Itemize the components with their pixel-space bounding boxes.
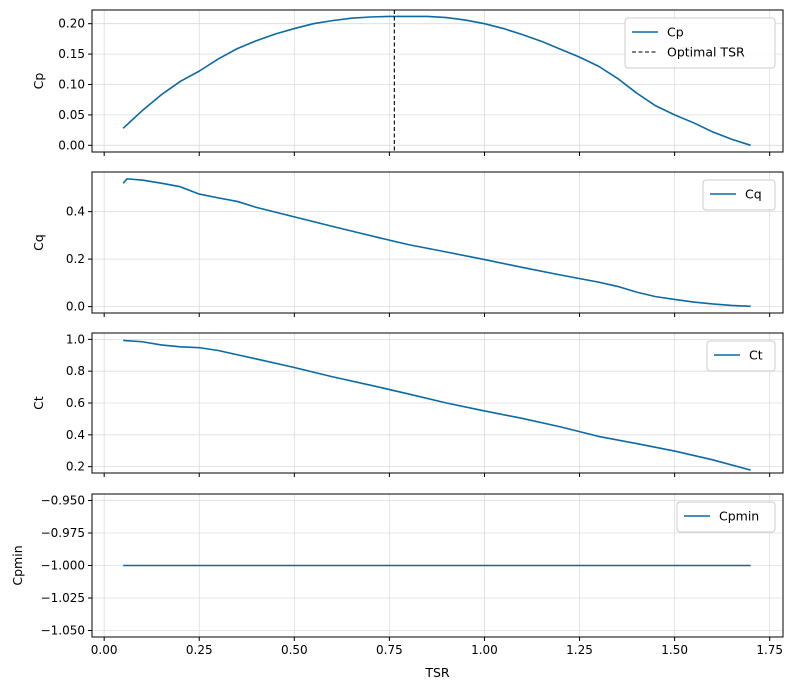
legend-box (676, 501, 776, 533)
legend-label: Cpmin (719, 509, 759, 524)
y-tick-label: 0.8 (66, 364, 85, 378)
y-tick-label: 0.4 (66, 428, 85, 442)
plot-panel-ct: 0.2 0.4 0.6 0.8 1.0 Ct Ct (31, 332, 784, 477)
plot-panel-cq: 0.0 0.2 0.4 Cq Cq (31, 171, 784, 317)
x-tick-label: 1.25 (566, 643, 593, 657)
y-tick-label: 1.0 (66, 332, 85, 346)
legend-label: Cq (745, 187, 762, 202)
x-tick-label: 1.50 (661, 643, 688, 657)
y-tick-label: −1.025 (41, 591, 85, 605)
y-axis-title: Ct (31, 396, 46, 410)
y-axis-title: Cp (31, 73, 46, 90)
legend: Cpmin (676, 501, 776, 533)
legend-box (624, 17, 776, 69)
plot-frame (91, 493, 784, 638)
x-tick-label: 0.50 (281, 643, 308, 657)
y-tick-label: 0.20 (58, 17, 85, 31)
series-line-cp (122, 15, 751, 147)
y-tick-label: 0.2 (66, 460, 85, 474)
legend: Cp Optimal TSR (624, 17, 776, 69)
y-tick-label: 0.6 (66, 396, 85, 410)
legend-box (706, 340, 776, 372)
y-tick-label: −1.050 (41, 624, 85, 638)
x-tick-label: 1.75 (756, 643, 783, 657)
y-axis-title: Cpmin (10, 545, 25, 585)
plot-frame (91, 9, 784, 153)
plot-panel-cp: 0.00 0.05 0.10 0.15 0.20 Cp Cp Optimal TSR (31, 9, 784, 156)
plot-frame (91, 171, 784, 314)
y-tick-label: 0.4 (66, 205, 85, 219)
y-tick-label: 0.10 (58, 77, 85, 91)
x-axis-title: TSR (424, 665, 450, 680)
y-tick-label: −0.950 (41, 494, 85, 508)
y-tick-label: −1.000 (41, 559, 85, 573)
x-tick-label: 1.00 (471, 643, 498, 657)
y-tick-label: 0.05 (58, 108, 85, 122)
plot-panel-cpmin: 0.00 0.25 0.50 0.75 1.00 1.25 1.50 1.75 −1.050 −1… (10, 493, 784, 680)
y-tick-label: 0.00 (58, 138, 85, 152)
y-tick-label: −0.975 (41, 526, 85, 540)
y-tick-label: 0.2 (66, 252, 85, 266)
plot-frame (91, 332, 784, 474)
legend: Ct (706, 340, 776, 372)
series-line-cq (122, 178, 751, 308)
y-tick-label: 0.15 (58, 47, 85, 61)
legend-label: Ct (749, 348, 763, 363)
y-tick-label: 0.0 (66, 300, 85, 314)
legend-box (702, 179, 776, 211)
legend-label: Optimal TSR (667, 45, 745, 60)
legend-label: Cp (667, 25, 684, 40)
x-tick-label: 0.00 (91, 643, 118, 657)
x-tick-label: 0.25 (186, 643, 213, 657)
legend: Cq (702, 179, 776, 211)
series-line-ct (123, 339, 751, 471)
x-tick-label: 0.75 (376, 643, 403, 657)
y-axis-title: Cq (31, 234, 46, 251)
